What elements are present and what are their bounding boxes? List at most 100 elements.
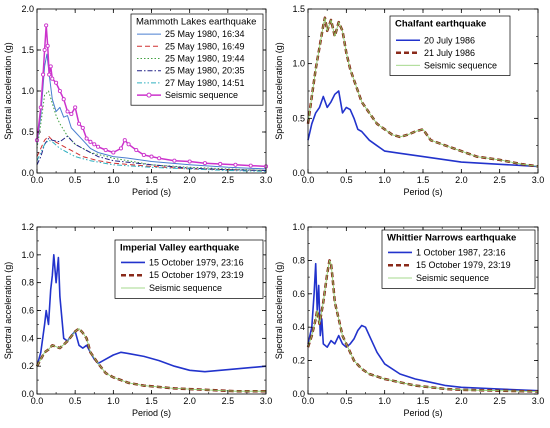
x-axis-label: Period (s) <box>132 408 171 418</box>
x-tick-label: 0.5 <box>340 175 353 185</box>
y-axis-label: Spectral acceleration (g) <box>3 42 13 140</box>
chart-panel-3: 0.0 0.5 1.0 1.5 2.0 2.5 3.0 0.0 0.2 0.4 0.6 0.8 1.0 1… <box>3 222 272 418</box>
x-tick-label: 0.0 <box>31 175 44 185</box>
legend-label: 27 May 1980, 14:51 <box>165 78 245 88</box>
x-tick-label: 2.5 <box>222 175 235 185</box>
y-axis-label: Spectral acceleration (g) <box>274 42 284 140</box>
x-tick-label: 1.0 <box>378 396 391 406</box>
series-line-3 <box>307 17 539 167</box>
y-tick-label: 0.0 <box>21 168 34 178</box>
series-marker <box>57 88 62 94</box>
series-marker <box>80 125 85 130</box>
series-line-1 <box>36 254 267 373</box>
chart-title: Mammoth Lakes earthquake <box>136 17 256 28</box>
x-tick-label: 0.0 <box>302 175 315 185</box>
x-axis-label: Period (s) <box>132 187 171 197</box>
legend-label: 25 May 1980, 19:44 <box>165 54 245 64</box>
y-axis-label: Spectral acceleration (g) <box>3 262 13 360</box>
legend-marker <box>146 92 152 98</box>
legend-label: 20 July 1986 <box>424 35 475 45</box>
series-marker <box>65 109 70 114</box>
y-tick-label: 0.2 <box>21 361 34 371</box>
x-tick-label: 1.0 <box>107 175 120 185</box>
series-line-3 <box>307 259 539 392</box>
legend-label: 15 October 1979, 23:16 <box>149 257 244 267</box>
x-tick-label: 2.0 <box>455 175 468 185</box>
legend-label: 25 May 1980, 20:35 <box>165 66 245 76</box>
series-marker <box>73 105 78 110</box>
x-tick-label: 1.5 <box>417 396 430 406</box>
legend-box <box>389 15 511 76</box>
series-marker <box>61 97 66 102</box>
x-tick-label: 0.5 <box>340 396 353 406</box>
series-marker <box>38 105 43 110</box>
legend-label: 15 October 1979, 23:19 <box>149 270 244 280</box>
x-tick-label: 3.0 <box>532 175 545 185</box>
y-tick-label: 1.5 <box>292 4 305 14</box>
series-marker <box>134 147 139 153</box>
y-tick-label: 1.0 <box>21 250 34 260</box>
x-tick-label: 1.0 <box>378 175 391 185</box>
y-tick-label: 1.0 <box>292 222 305 232</box>
series-marker <box>88 139 93 144</box>
series-marker <box>42 47 47 53</box>
x-tick-label: 3.0 <box>532 396 545 406</box>
chart-panel-2: 0.0 0.5 1.0 1.5 2.0 2.5 3.0 0.0 0.5 1.0 1.5 Period … <box>274 4 544 197</box>
y-tick-label: 0.6 <box>21 306 34 316</box>
series-marker <box>54 80 59 85</box>
series-marker <box>172 158 177 163</box>
series-line-1 <box>36 53 267 170</box>
series-marker <box>149 154 154 159</box>
y-tick-label: 0.0 <box>292 389 305 399</box>
series-marker <box>96 144 101 149</box>
x-tick-label: 0.5 <box>69 396 82 406</box>
x-tick-label: 2.0 <box>183 396 196 406</box>
legend-label: Seismic sequence <box>165 90 238 100</box>
legend-label: Seismic sequence <box>149 283 222 293</box>
y-tick-label: 1.0 <box>292 59 305 69</box>
y-tick-label: 0.5 <box>21 127 34 137</box>
chart-title: Imperial Valley earthquake <box>120 243 239 254</box>
series-marker <box>122 138 127 143</box>
chart-title: Whittier Narrows earthquake <box>387 233 516 244</box>
legend-label: 15 October 1979, 23:19 <box>416 260 511 270</box>
y-tick-label: 0.0 <box>292 168 305 178</box>
series-marker <box>84 136 89 141</box>
series-marker <box>44 23 49 28</box>
x-tick-label: 2.5 <box>493 175 506 185</box>
series-marker <box>248 163 253 168</box>
x-tick-label: 1.5 <box>145 175 158 185</box>
series-marker <box>69 111 74 117</box>
y-tick-label: 1.5 <box>21 45 34 55</box>
legend-label: Seismic sequence <box>416 273 489 283</box>
series-marker <box>233 162 238 167</box>
series-marker <box>45 43 50 48</box>
x-tick-label: 2.0 <box>455 396 468 406</box>
x-tick-label: 1.5 <box>417 175 430 185</box>
series-marker <box>50 76 55 81</box>
series-line-2 <box>35 327 266 393</box>
series-marker <box>141 152 146 158</box>
series-marker <box>76 121 82 126</box>
series-marker <box>202 161 207 166</box>
y-tick-label: 0.8 <box>292 255 305 265</box>
x-tick-label: 0.0 <box>31 396 44 406</box>
x-tick-label: 3.0 <box>260 396 273 406</box>
y-tick-label: 0.4 <box>292 322 305 332</box>
y-tick-label: 0.4 <box>21 333 34 343</box>
y-axis-label: Spectral acceleration (g) <box>274 262 284 360</box>
y-tick-label: 0.6 <box>292 289 305 299</box>
x-tick-label: 3.0 <box>260 175 273 185</box>
series-marker <box>126 142 131 147</box>
series-marker <box>41 72 46 77</box>
x-axis-label: Period (s) <box>403 408 442 418</box>
x-tick-label: 0.5 <box>69 175 82 185</box>
series-marker <box>92 142 97 147</box>
y-tick-label: 2.0 <box>21 4 34 14</box>
legend-label: Seismic sequence <box>424 60 497 70</box>
chart-panel-1: 0.0 0.5 1.0 1.5 2.0 2.5 3.0 0.0 0.5 1.0 1.5 2.0 Peri… <box>3 4 272 197</box>
series-line-4 <box>36 135 267 171</box>
legend-label: 21 July 1986 <box>424 48 475 58</box>
series-marker <box>118 146 124 151</box>
